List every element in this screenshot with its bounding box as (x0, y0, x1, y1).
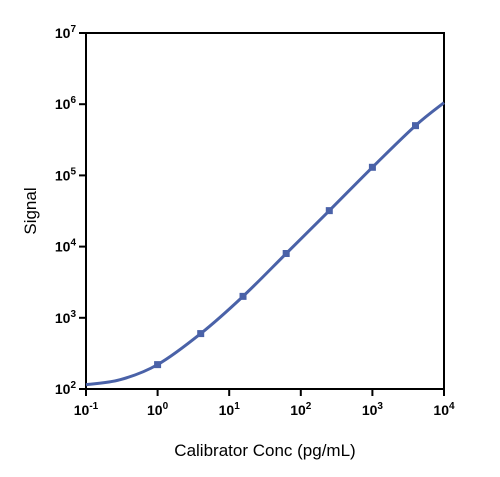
fit-curve-line (85, 101, 445, 387)
data-point (368, 163, 376, 171)
plot-frame (85, 32, 445, 390)
y-axis: 102 103 104 105 106 107 (55, 24, 86, 397)
y-tick-label: 106 (55, 95, 77, 112)
x-axis-label: Calibrator Conc (pg/mL) (174, 441, 355, 460)
data-point (412, 122, 420, 130)
y-axis-label: Signal (21, 187, 40, 234)
data-points (154, 122, 420, 369)
data-point (325, 207, 333, 215)
y-tick-label: 103 (55, 309, 77, 326)
x-tick-label: 102 (290, 401, 312, 418)
data-point (154, 361, 162, 369)
x-tick-label: 100 (147, 401, 169, 418)
y-tick-label: 102 (55, 380, 77, 397)
x-tick-label: 10-1 (74, 401, 99, 418)
data-point (197, 330, 205, 338)
x-axis: 10-1 100 101 102 103 104 (74, 389, 455, 418)
y-tick-label: 107 (55, 24, 77, 41)
x-tick-label: 103 (362, 401, 384, 418)
data-point (239, 292, 247, 300)
y-tick-label: 104 (55, 238, 77, 255)
y-tick-label: 105 (55, 166, 77, 183)
data-point (282, 250, 290, 257)
x-tick-label: 101 (219, 401, 241, 418)
x-tick-label: 104 (433, 401, 455, 418)
